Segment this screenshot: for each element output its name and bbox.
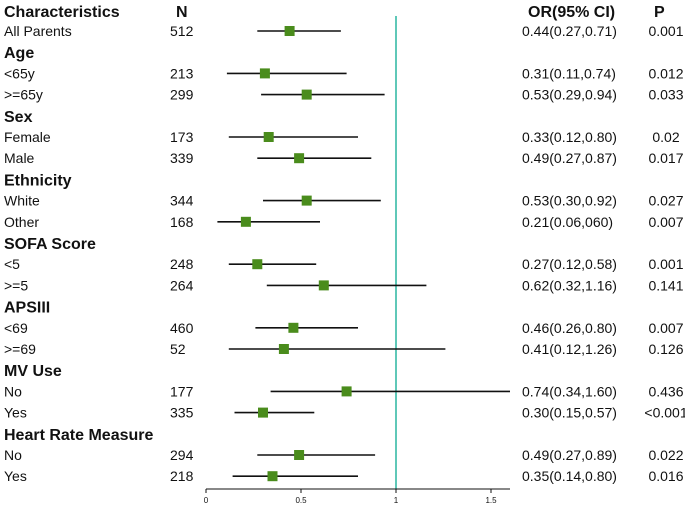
row-label: <65y (4, 65, 35, 81)
row-n: 177 (170, 383, 194, 399)
or-marker (263, 132, 274, 142)
or-marker (252, 259, 263, 270)
header-or-ci: OR(95% CI) (528, 4, 615, 21)
rows-layer: All Parents 512 0.44(0.27,0.71) 0.001 Age <65… (4, 16, 685, 489)
row-label: Female (4, 129, 51, 145)
row-p-value: 0.012 (648, 65, 683, 81)
row-n: 213 (170, 65, 194, 81)
row-n: 264 (170, 277, 194, 293)
row-n: 460 (170, 320, 194, 336)
row-label: <5 (4, 256, 20, 272)
row-p-value: <0.001 (644, 405, 685, 421)
or-marker (318, 280, 329, 291)
row-label: Yes (4, 468, 27, 484)
row-p-value: 0.033 (648, 87, 683, 103)
row-p-value: 0.126 (648, 341, 683, 357)
x-tick-label: 1 (394, 496, 399, 505)
row-or-ci: 0.62(0.32,1.16) (522, 277, 617, 293)
row-n: 512 (170, 23, 194, 39)
row-p-value: 0.001 (648, 23, 683, 39)
row-label: No (4, 383, 22, 399)
row-label: >=5 (4, 277, 28, 293)
or-marker (278, 344, 289, 354)
row-or-ci: 0.44(0.27,0.71) (522, 23, 617, 39)
or-marker (301, 195, 312, 206)
group-label: Heart Rate Measure (4, 427, 154, 444)
row-or-ci: 0.33(0.12,0.80) (522, 129, 617, 145)
row-or-ci: 0.53(0.30,0.92) (522, 193, 617, 209)
header-characteristics: Characteristics (4, 4, 120, 21)
row-n: 52 (170, 341, 186, 357)
row-or-ci: 0.41(0.12,1.26) (522, 341, 617, 357)
row-label: White (4, 193, 40, 209)
x-tick-label: 1.5 (485, 496, 497, 505)
row-label: Other (4, 214, 39, 230)
row-p-value: 0.007 (648, 214, 683, 230)
or-marker (301, 89, 312, 100)
row-label: >=69 (4, 341, 36, 357)
row-n: 168 (170, 214, 194, 230)
group-label: Age (4, 45, 34, 62)
or-marker (267, 471, 278, 482)
row-or-ci: 0.27(0.12,0.58) (522, 256, 617, 272)
x-axis: 0 0.5 1 1.5 (204, 488, 510, 505)
row-p-value: 0.02 (652, 129, 679, 145)
row-p-value: 0.141 (648, 277, 683, 293)
row-or-ci: 0.49(0.27,0.87) (522, 150, 617, 166)
group-label: SOFA Score (4, 236, 96, 253)
row-p-value: 0.022 (648, 447, 683, 463)
row-n: 344 (170, 193, 194, 209)
row-p-value: 0.016 (648, 468, 683, 484)
row-label: No (4, 447, 22, 463)
group-label: APSIII (4, 300, 50, 317)
row-n: 299 (170, 87, 194, 103)
header-p: P (654, 4, 665, 21)
row-n: 335 (170, 405, 194, 421)
row-or-ci: 0.53(0.29,0.94) (522, 87, 617, 103)
row-label: >=65y (4, 87, 43, 103)
row-n: 218 (170, 468, 194, 484)
or-marker (259, 68, 270, 79)
row-n: 248 (170, 256, 194, 272)
row-or-ci: 0.49(0.27,0.89) (522, 447, 617, 463)
row-or-ci: 0.30(0.15,0.57) (522, 405, 617, 421)
or-marker (288, 322, 299, 333)
x-tick-label: 0.5 (295, 496, 307, 505)
or-marker (240, 216, 251, 227)
or-marker (294, 153, 305, 164)
row-label: <69 (4, 320, 28, 336)
row-p-value: 0.007 (648, 320, 683, 336)
row-or-ci: 0.35(0.14,0.80) (522, 468, 617, 484)
row-or-ci: 0.21(0.06,060) (522, 214, 613, 230)
row-n: 339 (170, 150, 194, 166)
header-n: N (176, 4, 188, 21)
row-label: Male (4, 150, 35, 166)
row-n: 173 (170, 129, 194, 145)
row-p-value: 0.001 (648, 256, 683, 272)
row-p-value: 0.017 (648, 150, 683, 166)
row-or-ci: 0.46(0.26,0.80) (522, 320, 617, 336)
row-or-ci: 0.74(0.34,1.60) (522, 383, 617, 399)
group-label: MV Use (4, 363, 62, 380)
or-marker (284, 26, 295, 36)
row-p-value: 0.027 (648, 193, 683, 209)
or-marker (294, 450, 305, 460)
or-marker (258, 407, 268, 418)
row-or-ci: 0.31(0.11,0.74) (522, 65, 616, 81)
or-marker (341, 386, 352, 397)
group-label: Ethnicity (4, 172, 72, 189)
row-label: All Parents (4, 23, 72, 39)
group-label: Sex (4, 109, 33, 126)
x-tick-label: 0 (204, 496, 209, 505)
row-n: 294 (170, 447, 194, 463)
row-label: Yes (4, 405, 27, 421)
row-p-value: 0.436 (648, 383, 683, 399)
